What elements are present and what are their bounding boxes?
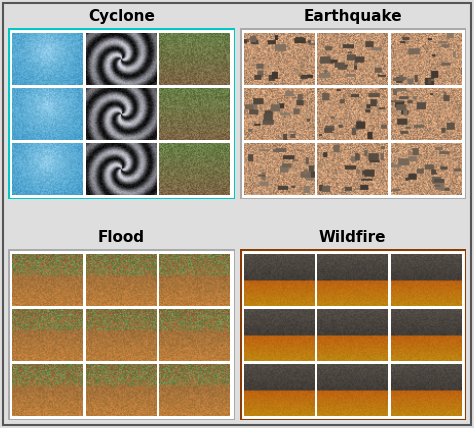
Text: Earthquake: Earthquake	[303, 9, 402, 24]
Text: Cyclone: Cyclone	[88, 9, 155, 24]
Text: Flood: Flood	[98, 229, 145, 244]
Text: Wildfire: Wildfire	[319, 229, 386, 244]
